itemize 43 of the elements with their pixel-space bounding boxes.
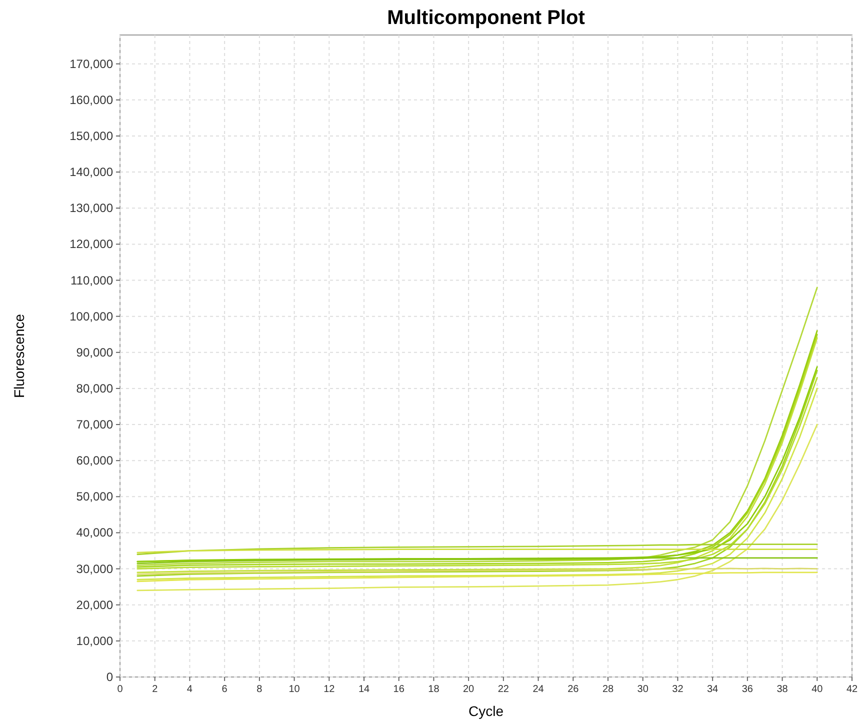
x-tick-label: 20 <box>463 684 475 695</box>
x-tick-label: 16 <box>393 684 405 695</box>
x-tick-label: 28 <box>602 684 614 695</box>
y-tick-label: 140,000 <box>70 165 114 180</box>
x-tick-label: 2 <box>152 684 158 695</box>
y-tick-label: 40,000 <box>76 526 114 540</box>
x-tick-label: 12 <box>324 684 336 695</box>
y-tick-label: 100,000 <box>70 309 114 324</box>
x-tick-label: 4 <box>186 684 193 695</box>
x-tick-label: 34 <box>707 684 719 695</box>
y-tick-label: 110,000 <box>70 273 114 288</box>
x-tick-label: 40 <box>812 684 824 695</box>
x-tick-label: 24 <box>532 684 544 695</box>
x-tick-label: 42 <box>846 684 858 695</box>
chart-title: Multicomponent Plot <box>387 7 586 29</box>
x-tick-label: 26 <box>568 684 580 695</box>
x-tick-label: 22 <box>498 684 510 695</box>
y-tick-label: 70,000 <box>76 418 114 432</box>
y-tick-label: 170,000 <box>70 56 114 71</box>
y-axis-title: Fluorescence <box>11 314 27 398</box>
y-tick-label: 90,000 <box>76 345 114 360</box>
y-tick-label: 150,000 <box>70 128 114 143</box>
x-tick-label: 8 <box>256 684 263 695</box>
x-tick-label: 18 <box>428 684 440 695</box>
x-tick-label: 0 <box>117 684 124 695</box>
y-tick-label: 0 <box>106 670 114 684</box>
x-tick-label: 6 <box>222 684 228 695</box>
y-tick-label: 10,000 <box>76 634 114 648</box>
x-tick-label: 30 <box>637 684 649 695</box>
y-tick-label: 160,000 <box>70 92 114 107</box>
y-tick-label: 50,000 <box>76 490 114 504</box>
x-tick-label: 36 <box>742 684 754 695</box>
x-tick-label: 38 <box>776 684 788 695</box>
y-tick-label: 20,000 <box>76 598 114 612</box>
x-tick-label: 32 <box>672 684 684 695</box>
y-tick-label: 130,000 <box>70 201 114 216</box>
y-tick-label: 30,000 <box>76 562 114 576</box>
y-tick-label: 60,000 <box>76 454 114 468</box>
x-axis-title: Cycle <box>468 703 504 719</box>
x-tick-label: 14 <box>358 684 370 695</box>
y-tick-label: 80,000 <box>76 381 114 396</box>
x-tick-label: 10 <box>288 684 300 695</box>
y-tick-label: 120,000 <box>70 237 114 252</box>
